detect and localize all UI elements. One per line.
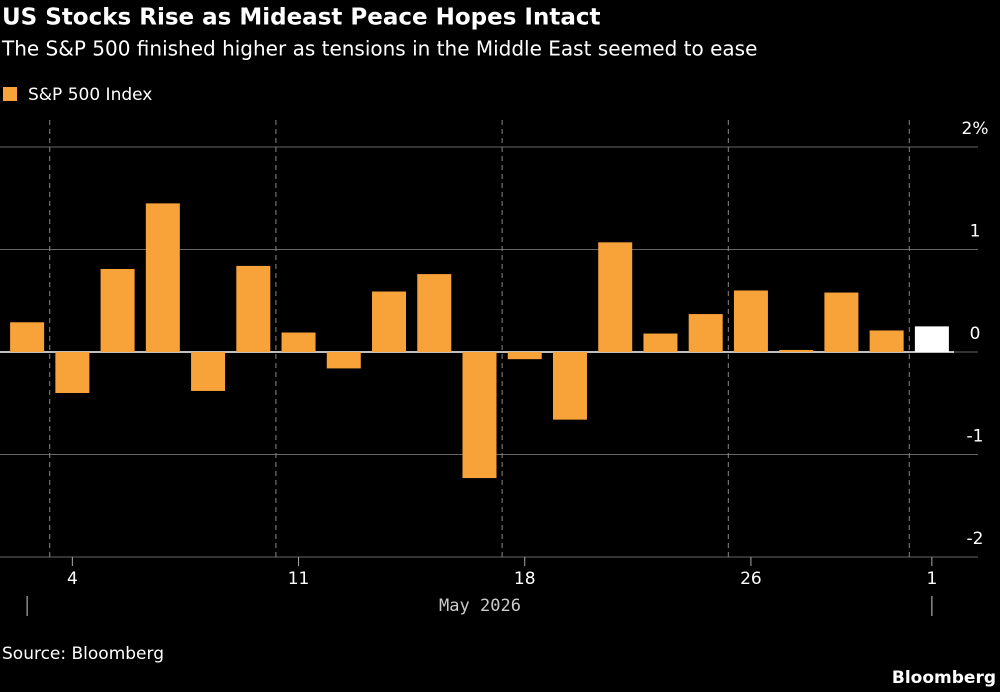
bar <box>914 326 949 352</box>
bar <box>552 352 587 420</box>
bar <box>507 352 542 360</box>
x-tick-label: 4 <box>67 569 78 589</box>
bar <box>236 265 271 352</box>
bar <box>100 268 135 352</box>
bar <box>643 333 678 352</box>
brand: Bloomberg <box>892 668 996 688</box>
bar <box>779 349 814 352</box>
bar <box>372 291 407 352</box>
bar <box>824 292 859 352</box>
x-tick-label: 11 <box>288 569 310 589</box>
bar <box>598 242 633 352</box>
y-tick-label: -1 <box>967 427 984 447</box>
bar <box>145 203 180 352</box>
x-tick-label: 1 <box>926 569 937 589</box>
y-tick-label: 0 <box>970 324 981 344</box>
legend-label: S&P 500 Index <box>28 85 152 105</box>
y-tick-label: 1 <box>970 222 981 242</box>
bar <box>733 290 768 352</box>
bar <box>688 314 723 352</box>
x-tick-label: 26 <box>740 569 762 589</box>
bar <box>462 352 497 479</box>
bar <box>417 274 452 352</box>
bar <box>869 330 904 352</box>
bar <box>55 352 90 393</box>
bar <box>281 332 316 352</box>
chart-subtitle: The S&P 500 finished higher as tensions … <box>1 37 757 61</box>
bar <box>326 352 361 369</box>
x-tick-label: 18 <box>514 569 536 589</box>
legend-swatch <box>3 87 17 101</box>
y-tick-label: -2 <box>967 529 984 549</box>
y-tick-label: 2% <box>962 119 989 139</box>
source: Source: Bloomberg <box>2 644 164 664</box>
bar <box>191 352 226 391</box>
x-axis-label: May 2026 <box>439 596 521 616</box>
bar <box>10 322 45 352</box>
chart-title: US Stocks Rise as Mideast Peace Hopes In… <box>2 5 601 31</box>
